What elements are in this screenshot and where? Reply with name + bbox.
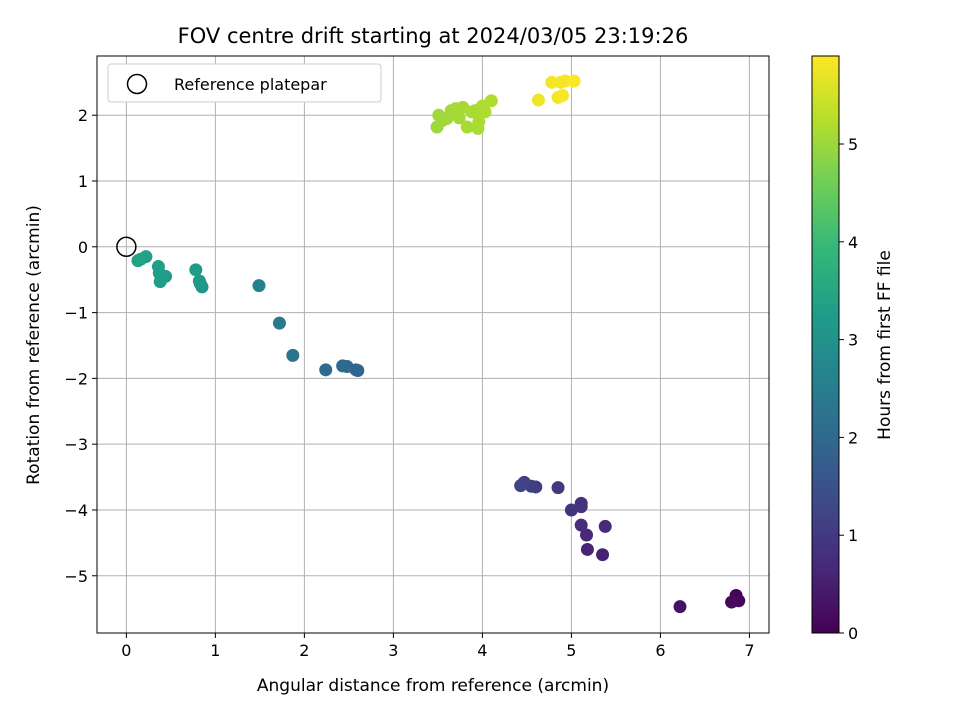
data-point	[336, 359, 350, 373]
x-tick-label: 7	[744, 641, 754, 660]
colorbar-bar	[811, 55, 840, 634]
data-point	[574, 518, 588, 532]
data-point	[151, 260, 165, 274]
legend-label: Reference platepar	[174, 75, 327, 94]
x-tick-label: 1	[210, 641, 220, 660]
y-tick-label: −1	[64, 304, 88, 323]
colorbar-tick-label: 5	[848, 135, 858, 154]
data-point	[514, 479, 528, 493]
data-point	[567, 74, 581, 88]
colorbar-tick-label: 3	[848, 331, 858, 350]
x-tick-label: 0	[121, 641, 131, 660]
colorbar-tick-label: 4	[848, 233, 858, 252]
data-point	[558, 74, 572, 88]
data-point	[452, 111, 466, 125]
y-tick-label: 0	[78, 238, 88, 257]
data-point	[478, 105, 492, 119]
legend: Reference platepar	[107, 63, 382, 103]
data-point	[551, 481, 565, 495]
grid-lines	[97, 56, 769, 633]
reference-marker	[116, 236, 137, 258]
legend-box	[107, 63, 382, 103]
y-tick-label: 2	[78, 106, 88, 125]
data-point	[673, 600, 687, 614]
data-point	[596, 548, 610, 562]
chart-title: FOV centre drift starting at 2024/03/05 …	[178, 24, 689, 48]
colorbar-label: Hours from first FF file	[875, 250, 895, 440]
x-tick-label: 3	[388, 641, 398, 660]
data-point	[286, 348, 300, 362]
colorbar-tick-label: 2	[848, 428, 858, 447]
data-point	[556, 88, 570, 102]
colorbar: 0 1 2 3 4 5 Hours from first FF file	[811, 55, 895, 643]
data-point	[564, 503, 578, 517]
data-point	[472, 115, 486, 129]
data-point	[484, 94, 498, 108]
data-point	[725, 595, 739, 609]
data-point	[531, 93, 545, 107]
x-axis-ticks: 0 1 2 3 4 5 6 7	[121, 633, 755, 660]
x-tick-label: 6	[655, 641, 665, 660]
colorbar-tick-label: 1	[848, 526, 858, 545]
data-point	[131, 254, 145, 268]
data-point	[574, 496, 588, 510]
data-point	[545, 75, 559, 89]
data-point	[580, 528, 594, 542]
colorbar-tick-label: 0	[848, 624, 858, 643]
y-tick-label: −5	[64, 567, 88, 586]
data-point	[192, 274, 206, 288]
y-tick-label: 1	[78, 172, 88, 191]
y-tick-label: −4	[64, 501, 88, 520]
y-axis-label: Rotation from reference (arcmin)	[24, 205, 44, 485]
data-points	[131, 74, 746, 614]
data-point	[580, 542, 594, 556]
data-point	[319, 363, 333, 377]
data-point	[272, 316, 286, 330]
x-tick-label: 5	[566, 641, 576, 660]
data-point	[460, 120, 474, 134]
legend-marker-icon	[126, 73, 148, 95]
y-tick-label: −3	[64, 435, 88, 454]
colorbar-ticks: 0 1 2 3 4 5	[839, 135, 858, 643]
y-tick-label: −2	[64, 369, 88, 388]
y-axis-ticks: −5 −4 −3 −2 −1 0 1 2	[64, 106, 97, 586]
x-tick-label: 2	[299, 641, 309, 660]
x-tick-label: 4	[477, 641, 487, 660]
data-point	[189, 263, 203, 277]
data-point	[598, 519, 612, 533]
data-point	[252, 279, 266, 293]
plot-frame	[96, 55, 770, 634]
x-axis-label: Angular distance from reference (arcmin)	[257, 676, 609, 696]
